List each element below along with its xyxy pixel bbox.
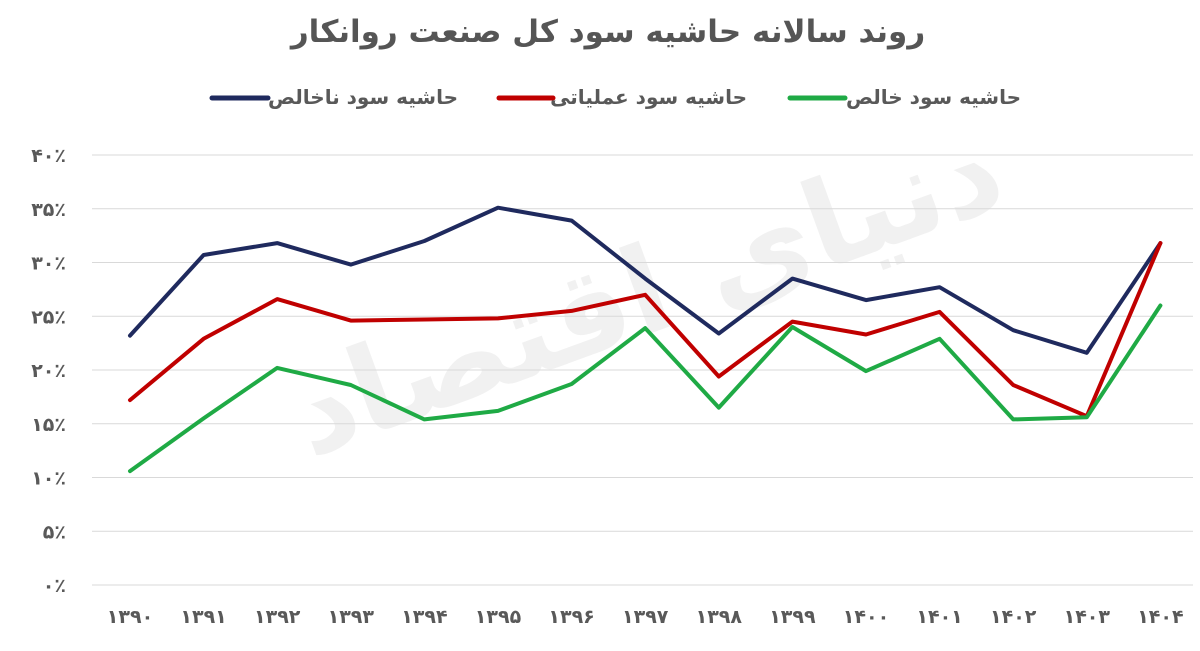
legend-label: حاشیه سود عملیاتی [550, 85, 747, 109]
plot-area [128, 205, 1163, 474]
x-tick-label: ۱۴۰۴ [1137, 606, 1183, 628]
x-tick-label: ۱۳۹۰ [107, 606, 153, 628]
y-tick-label: ۱۵٪ [31, 414, 66, 436]
x-tick-label: ۱۳۹۲ [254, 606, 301, 628]
x-tick-label: ۱۴۰۳ [1064, 606, 1111, 628]
x-tick-label: ۱۳۹۶ [548, 606, 594, 628]
x-tick-label: ۱۴۰۱ [916, 606, 962, 628]
y-tick-label: ۲۵٪ [31, 306, 66, 328]
y-tick-label: ۳۰٪ [31, 253, 66, 275]
x-tick-label: ۱۳۹۷ [622, 606, 669, 628]
y-axis: ۰٪ ۵٪ ۱۰٪ ۱۵٪ ۲۰٪ ۲۵٪ ۳۰٪ ۳۵٪ ۴۰٪ [31, 145, 66, 597]
legend-item-0: حاشیه سود ناخالص [209, 85, 458, 109]
x-tick-label: ۱۳۹۱ [180, 606, 226, 628]
x-tick-label: ۱۳۹۹ [769, 606, 816, 628]
x-tick-label: ۱۳۹۳ [328, 606, 375, 628]
x-tick-label: ۱۳۹۸ [696, 606, 743, 628]
y-tick-label: ۴۰٪ [31, 145, 66, 167]
x-tick-label: ۱۴۰۰ [843, 606, 889, 628]
y-tick-label: ۵٪ [43, 521, 66, 543]
y-tick-label: ۱۰٪ [31, 468, 66, 490]
x-tick-label: ۱۳۹۴ [401, 606, 447, 628]
legend-item-2: حاشیه سود خالص [787, 85, 1021, 109]
legend-label: حاشیه سود ناخالص [268, 85, 458, 109]
legend: حاشیه سود ناخالص حاشیه سود عملیاتی حاشیه س… [209, 85, 1021, 109]
y-tick-label: ۲۰٪ [31, 360, 66, 382]
legend-label: حاشیه سود خالص [846, 85, 1021, 109]
legend-item-1: حاشیه سود عملیاتی [496, 85, 747, 109]
y-tick-label: ۰٪ [43, 575, 66, 597]
x-tick-label: ۱۴۰۲ [990, 606, 1037, 628]
chart-title: روند سالانه حاشیه سود کل صنعت روانکار [289, 14, 925, 50]
x-axis: ۱۳۹۰ ۱۳۹۱ ۱۳۹۲ ۱۳۹۳ ۱۳۹۴ ۱۳۹۵ ۱۳۹۶ ۱۳۹۷ ۱۳۹۸ ۱۳۹۹… [107, 606, 1184, 628]
y-tick-label: ۳۵٪ [31, 199, 66, 221]
x-tick-label: ۱۳۹۵ [475, 606, 522, 628]
